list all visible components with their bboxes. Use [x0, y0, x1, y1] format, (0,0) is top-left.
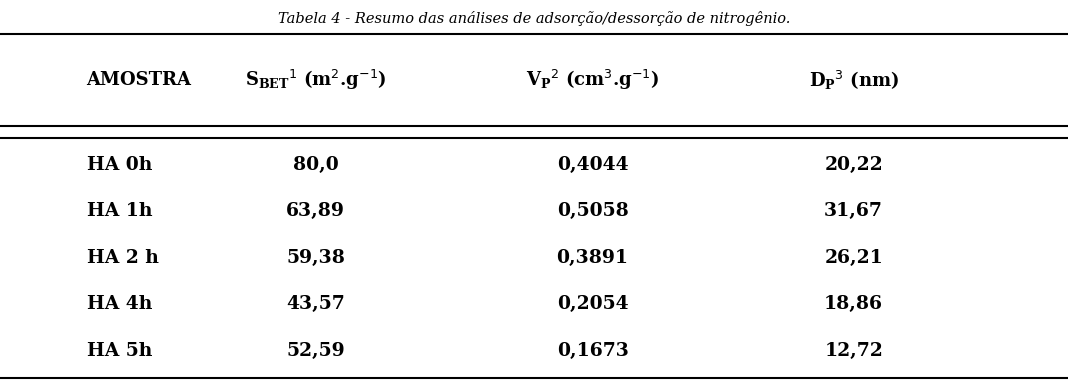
Text: 63,89: 63,89: [286, 202, 345, 220]
Text: 52,59: 52,59: [286, 342, 345, 360]
Text: HA 5h: HA 5h: [87, 342, 152, 360]
Text: HA 0h: HA 0h: [87, 156, 152, 174]
Text: 0,1673: 0,1673: [556, 342, 629, 360]
Text: Tabela 4 - Resumo das análises de adsorção/dessorção de nitrogênio.: Tabela 4 - Resumo das análises de adsorç…: [278, 11, 790, 26]
Text: HA 4h: HA 4h: [87, 295, 152, 313]
Text: HA 1h: HA 1h: [87, 202, 152, 220]
Text: D$_{\mathregular{P}}$$^{3}$ (nm): D$_{\mathregular{P}}$$^{3}$ (nm): [808, 68, 898, 92]
Text: AMOSTRA: AMOSTRA: [87, 71, 191, 89]
Text: S$_{\mathregular{BET}}$$^{1}$ (m$^{2}$.g$^{-1}$): S$_{\mathregular{BET}}$$^{1}$ (m$^{2}$.g…: [245, 68, 387, 92]
Text: 0,3891: 0,3891: [556, 249, 629, 267]
Text: 26,21: 26,21: [824, 249, 883, 267]
Text: 31,67: 31,67: [824, 202, 883, 220]
Text: 12,72: 12,72: [824, 342, 883, 360]
Text: 0,5058: 0,5058: [556, 202, 628, 220]
Text: 43,57: 43,57: [286, 295, 345, 313]
Text: 20,22: 20,22: [824, 156, 883, 174]
Text: HA 2 h: HA 2 h: [87, 249, 158, 267]
Text: 18,86: 18,86: [824, 295, 883, 313]
Text: 0,2054: 0,2054: [556, 295, 628, 313]
Text: 0,4044: 0,4044: [556, 156, 628, 174]
Text: 80,0: 80,0: [293, 156, 339, 174]
Text: 59,38: 59,38: [286, 249, 345, 267]
Text: V$_{\mathregular{P}}$$^{2}$ (cm$^{3}$.g$^{-1}$): V$_{\mathregular{P}}$$^{2}$ (cm$^{3}$.g$…: [525, 68, 659, 92]
